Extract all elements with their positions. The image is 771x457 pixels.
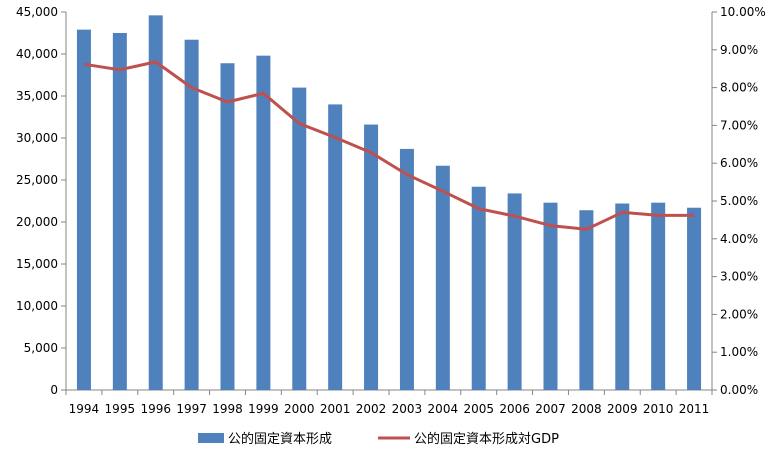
bar: [76, 29, 91, 390]
left-tick-label: 10,000: [16, 299, 58, 313]
left-tick-label: 20,000: [16, 215, 58, 229]
x-tick-label: 2009: [607, 402, 638, 416]
right-axis-ticks: 0.00% 1.00% 2.00% 3.00% 4.00% 5.00% 6.00% 7.00%…: [712, 5, 766, 397]
bar-series: [76, 15, 702, 391]
bar: [220, 63, 235, 391]
x-tick-label: 1995: [105, 402, 136, 416]
bar: [579, 210, 594, 390]
bar: [256, 55, 271, 391]
line-path: [83, 60, 695, 231]
bar: [292, 87, 307, 390]
line-series: [83, 60, 695, 231]
left-tick-label: 35,000: [16, 89, 58, 103]
bar: [184, 39, 199, 390]
x-tick-label: 2005: [463, 402, 494, 416]
left-axis-ticks: 0 5,000 10,000 15,000 20,000 25,000 30,000 35,0…: [16, 5, 66, 397]
left-tick-label: 45,000: [16, 5, 58, 19]
x-tick-label: 1998: [212, 402, 243, 416]
right-tick-label: 8.00%: [720, 81, 758, 95]
x-tick-label: 2001: [320, 402, 351, 416]
bar: [471, 186, 486, 390]
legend-line-label: 公的固定資本形成対GDP: [414, 431, 559, 447]
x-tick-label: 2008: [571, 402, 602, 416]
bar: [399, 148, 414, 390]
right-tick-label: 1.00%: [720, 345, 758, 359]
left-tick-label: 0: [50, 383, 58, 397]
bar: [615, 203, 630, 390]
left-tick-label: 30,000: [16, 131, 58, 145]
bar: [687, 207, 702, 390]
x-tick-label: 1999: [248, 402, 279, 416]
bar: [328, 104, 343, 391]
x-axis-ticks: 1994 1995 1996 1997 1998 1999 2000 2001 2002 2003…: [65, 390, 713, 416]
bar: [435, 165, 450, 390]
right-tick-label: 2.00%: [720, 307, 758, 321]
x-tick-label: 2004: [428, 402, 459, 416]
right-tick-label: 4.00%: [720, 232, 758, 246]
bar: [651, 202, 666, 390]
left-tick-label: 40,000: [16, 47, 58, 61]
legend-bar-label: 公的固定資本形成: [228, 431, 332, 447]
right-tick-label: 6.00%: [720, 156, 758, 170]
x-tick-label: 2010: [643, 402, 674, 416]
x-tick-label: 1994: [69, 402, 100, 416]
left-tick-label: 15,000: [16, 257, 58, 271]
bar: [543, 202, 558, 390]
right-tick-label: 10.00%: [720, 5, 766, 19]
x-tick-label: 2003: [392, 402, 423, 416]
left-tick-label: 25,000: [16, 173, 58, 187]
x-tick-label: 2002: [356, 402, 387, 416]
right-tick-label: 5.00%: [720, 194, 758, 208]
right-tick-label: 7.00%: [720, 118, 758, 132]
bar: [507, 193, 522, 390]
bar: [148, 15, 163, 391]
x-tick-label: 2000: [284, 402, 315, 416]
right-tick-label: 0.00%: [720, 383, 758, 397]
left-tick-label: 5,000: [24, 341, 58, 355]
right-tick-label: 3.00%: [720, 270, 758, 284]
x-tick-label: 2011: [679, 402, 710, 416]
x-tick-label: 1997: [176, 402, 207, 416]
x-tick-label: 2006: [499, 402, 530, 416]
bar: [364, 124, 379, 390]
bar: [112, 33, 127, 390]
x-tick-label: 1996: [140, 402, 171, 416]
legend-bar-swatch: [198, 433, 224, 443]
right-tick-label: 9.00%: [720, 43, 758, 57]
x-tick-label: 2007: [535, 402, 566, 416]
chart-legend: 公的固定資本形成 公的固定資本形成対GDP: [198, 431, 559, 447]
